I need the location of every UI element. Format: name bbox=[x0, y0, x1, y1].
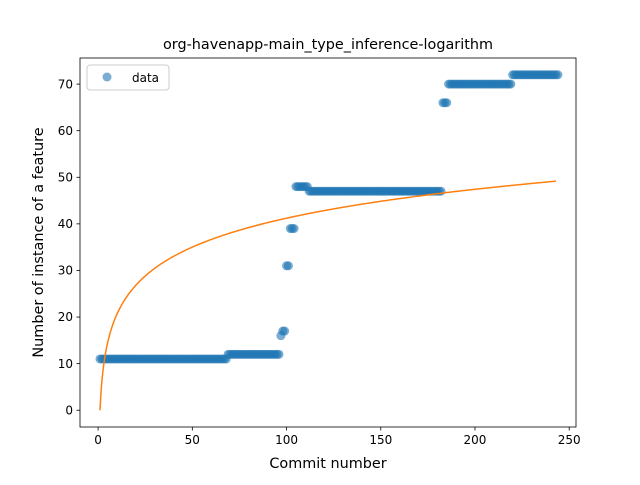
legend-box bbox=[86, 64, 170, 91]
legend-marker-data bbox=[102, 72, 112, 82]
x-axis-label: Commit number bbox=[269, 456, 386, 472]
y-tick-label: 30 bbox=[58, 264, 73, 278]
plot-area bbox=[80, 58, 576, 427]
x-tick-label: 100 bbox=[275, 433, 298, 447]
y-tick-label: 40 bbox=[58, 217, 73, 231]
y-tick-label: 10 bbox=[58, 357, 73, 371]
x-tick-label: 50 bbox=[185, 433, 200, 447]
x-tick-label: 250 bbox=[558, 433, 581, 447]
data-point bbox=[436, 186, 446, 196]
data-point bbox=[289, 224, 299, 234]
data-point bbox=[283, 261, 293, 271]
x-axis-ticks: 0 50 100 150 200 250 bbox=[94, 427, 581, 447]
data-point bbox=[280, 326, 290, 336]
chart-marks bbox=[95, 70, 563, 411]
chart-title: org-havenapp-main_type_inference-logarit… bbox=[163, 37, 493, 53]
x-tick-label: 0 bbox=[94, 433, 102, 447]
legend: data bbox=[86, 64, 170, 91]
fit-line bbox=[99, 180, 557, 411]
data-point bbox=[442, 98, 452, 108]
y-axis-ticks: 0 10 20 30 40 50 60 70 bbox=[58, 77, 80, 417]
y-tick-label: 60 bbox=[58, 124, 73, 138]
legend-label-data: data bbox=[132, 71, 159, 85]
y-tick-label: 20 bbox=[58, 310, 73, 324]
y-axis-label: Number of instance of a feature bbox=[31, 127, 47, 357]
x-tick-label: 150 bbox=[369, 433, 392, 447]
y-tick-label: 50 bbox=[58, 170, 73, 184]
data-point bbox=[274, 349, 284, 359]
data-point bbox=[553, 70, 563, 80]
plot-frame bbox=[79, 57, 577, 428]
x-tick-label: 200 bbox=[464, 433, 487, 447]
y-tick-label: 70 bbox=[58, 77, 73, 91]
data-point bbox=[506, 79, 516, 89]
y-tick-label: 0 bbox=[65, 403, 73, 417]
